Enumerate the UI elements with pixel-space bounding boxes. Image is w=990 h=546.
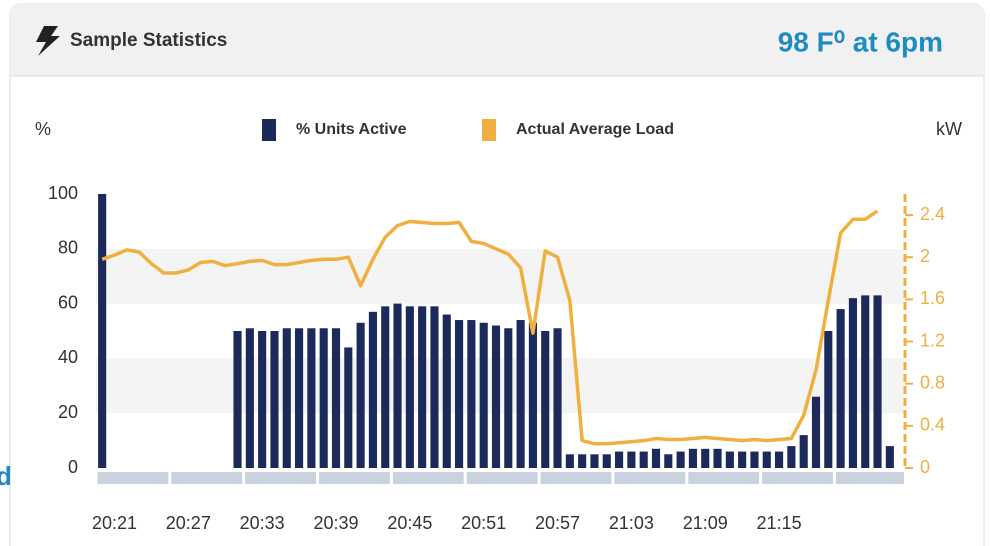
bar xyxy=(725,451,734,468)
bar xyxy=(381,306,390,468)
bar xyxy=(602,454,611,468)
x-tick-label: 20:27 xyxy=(166,513,211,533)
y-axis-label: % xyxy=(35,119,51,139)
bar xyxy=(233,331,242,468)
bar xyxy=(713,448,722,468)
bar xyxy=(282,328,291,468)
bar xyxy=(799,435,808,468)
bar xyxy=(528,322,537,468)
bar xyxy=(455,320,464,468)
bar xyxy=(639,451,648,468)
bar xyxy=(590,454,599,468)
edge-text: d xyxy=(0,461,12,491)
bar xyxy=(553,328,562,468)
panel-title: Sample Statistics xyxy=(70,30,227,51)
bar xyxy=(98,194,107,468)
bar xyxy=(676,451,685,468)
bar xyxy=(627,451,636,468)
bar xyxy=(738,451,747,468)
bar xyxy=(319,328,328,468)
x-tick-label: 20:57 xyxy=(535,513,580,533)
y2-tick-label: 0.4 xyxy=(920,415,945,435)
bar xyxy=(836,309,845,468)
bar xyxy=(861,295,870,468)
bar xyxy=(491,325,501,468)
bar xyxy=(775,451,784,468)
legend-label: Actual Average Load xyxy=(516,121,674,138)
bar xyxy=(565,454,574,468)
bar xyxy=(479,322,488,468)
bar xyxy=(885,446,894,468)
legend-label: % Units Active xyxy=(296,121,407,138)
bar xyxy=(762,451,771,468)
bar xyxy=(664,454,673,468)
bar xyxy=(270,331,279,468)
bar xyxy=(405,306,414,468)
legend-swatch xyxy=(482,119,496,141)
bar xyxy=(393,303,402,468)
bar xyxy=(467,320,476,468)
bar xyxy=(258,331,267,468)
y2-tick-label: 0.8 xyxy=(920,372,945,392)
bar xyxy=(873,295,882,468)
y-tick-label: 80 xyxy=(58,238,78,258)
y2-tick-label: 1.2 xyxy=(920,330,945,350)
temperature-note: 98 F⁰ at 6pm xyxy=(778,26,943,57)
bar xyxy=(701,448,710,468)
bar xyxy=(516,320,525,468)
bar xyxy=(344,347,353,468)
bar xyxy=(245,328,254,468)
bar xyxy=(848,298,857,468)
x-tick-label: 20:33 xyxy=(240,513,285,533)
x-tick-label: 21:15 xyxy=(757,513,802,533)
y2-tick-label: 0 xyxy=(920,457,930,477)
bar xyxy=(295,328,304,468)
x-tick-label: 21:03 xyxy=(609,513,654,533)
bar xyxy=(688,448,697,468)
y2-tick-label: 2.4 xyxy=(920,204,945,224)
y-tick-label: 0 xyxy=(68,457,78,477)
bar xyxy=(750,451,759,468)
bar xyxy=(442,314,451,468)
x-tick-label: 20:21 xyxy=(92,513,137,533)
bar xyxy=(615,451,624,468)
y-tick-label: 40 xyxy=(58,347,78,367)
y-tick-label: 20 xyxy=(58,402,78,422)
bar xyxy=(430,306,439,468)
y-tick-label: 100 xyxy=(48,183,78,203)
bar xyxy=(541,331,550,468)
load-line xyxy=(101,209,879,446)
x-tick-label: 20:39 xyxy=(313,513,358,533)
bar xyxy=(356,322,365,468)
y2-axis-label: kW xyxy=(936,119,962,139)
x-tick-label: 20:45 xyxy=(387,513,432,533)
y2-tick-label: 1.6 xyxy=(920,288,945,308)
legend-swatch xyxy=(262,119,276,141)
x-axis-strip xyxy=(96,472,904,484)
bar xyxy=(651,448,661,468)
panel-header xyxy=(10,4,984,76)
x-tick-label: 20:51 xyxy=(461,513,506,533)
bar xyxy=(787,446,796,468)
bar xyxy=(824,331,833,468)
bar xyxy=(811,396,821,468)
y2-tick-label: 2 xyxy=(920,246,930,266)
bar xyxy=(331,328,341,468)
x-tick-label: 21:09 xyxy=(683,513,728,533)
bolt-icon xyxy=(36,26,60,56)
bar xyxy=(578,454,587,468)
bar xyxy=(504,328,513,468)
bar xyxy=(307,328,316,468)
y-tick-label: 60 xyxy=(58,292,78,312)
grid-band xyxy=(96,248,904,304)
bar xyxy=(418,306,427,468)
bar xyxy=(368,311,377,468)
